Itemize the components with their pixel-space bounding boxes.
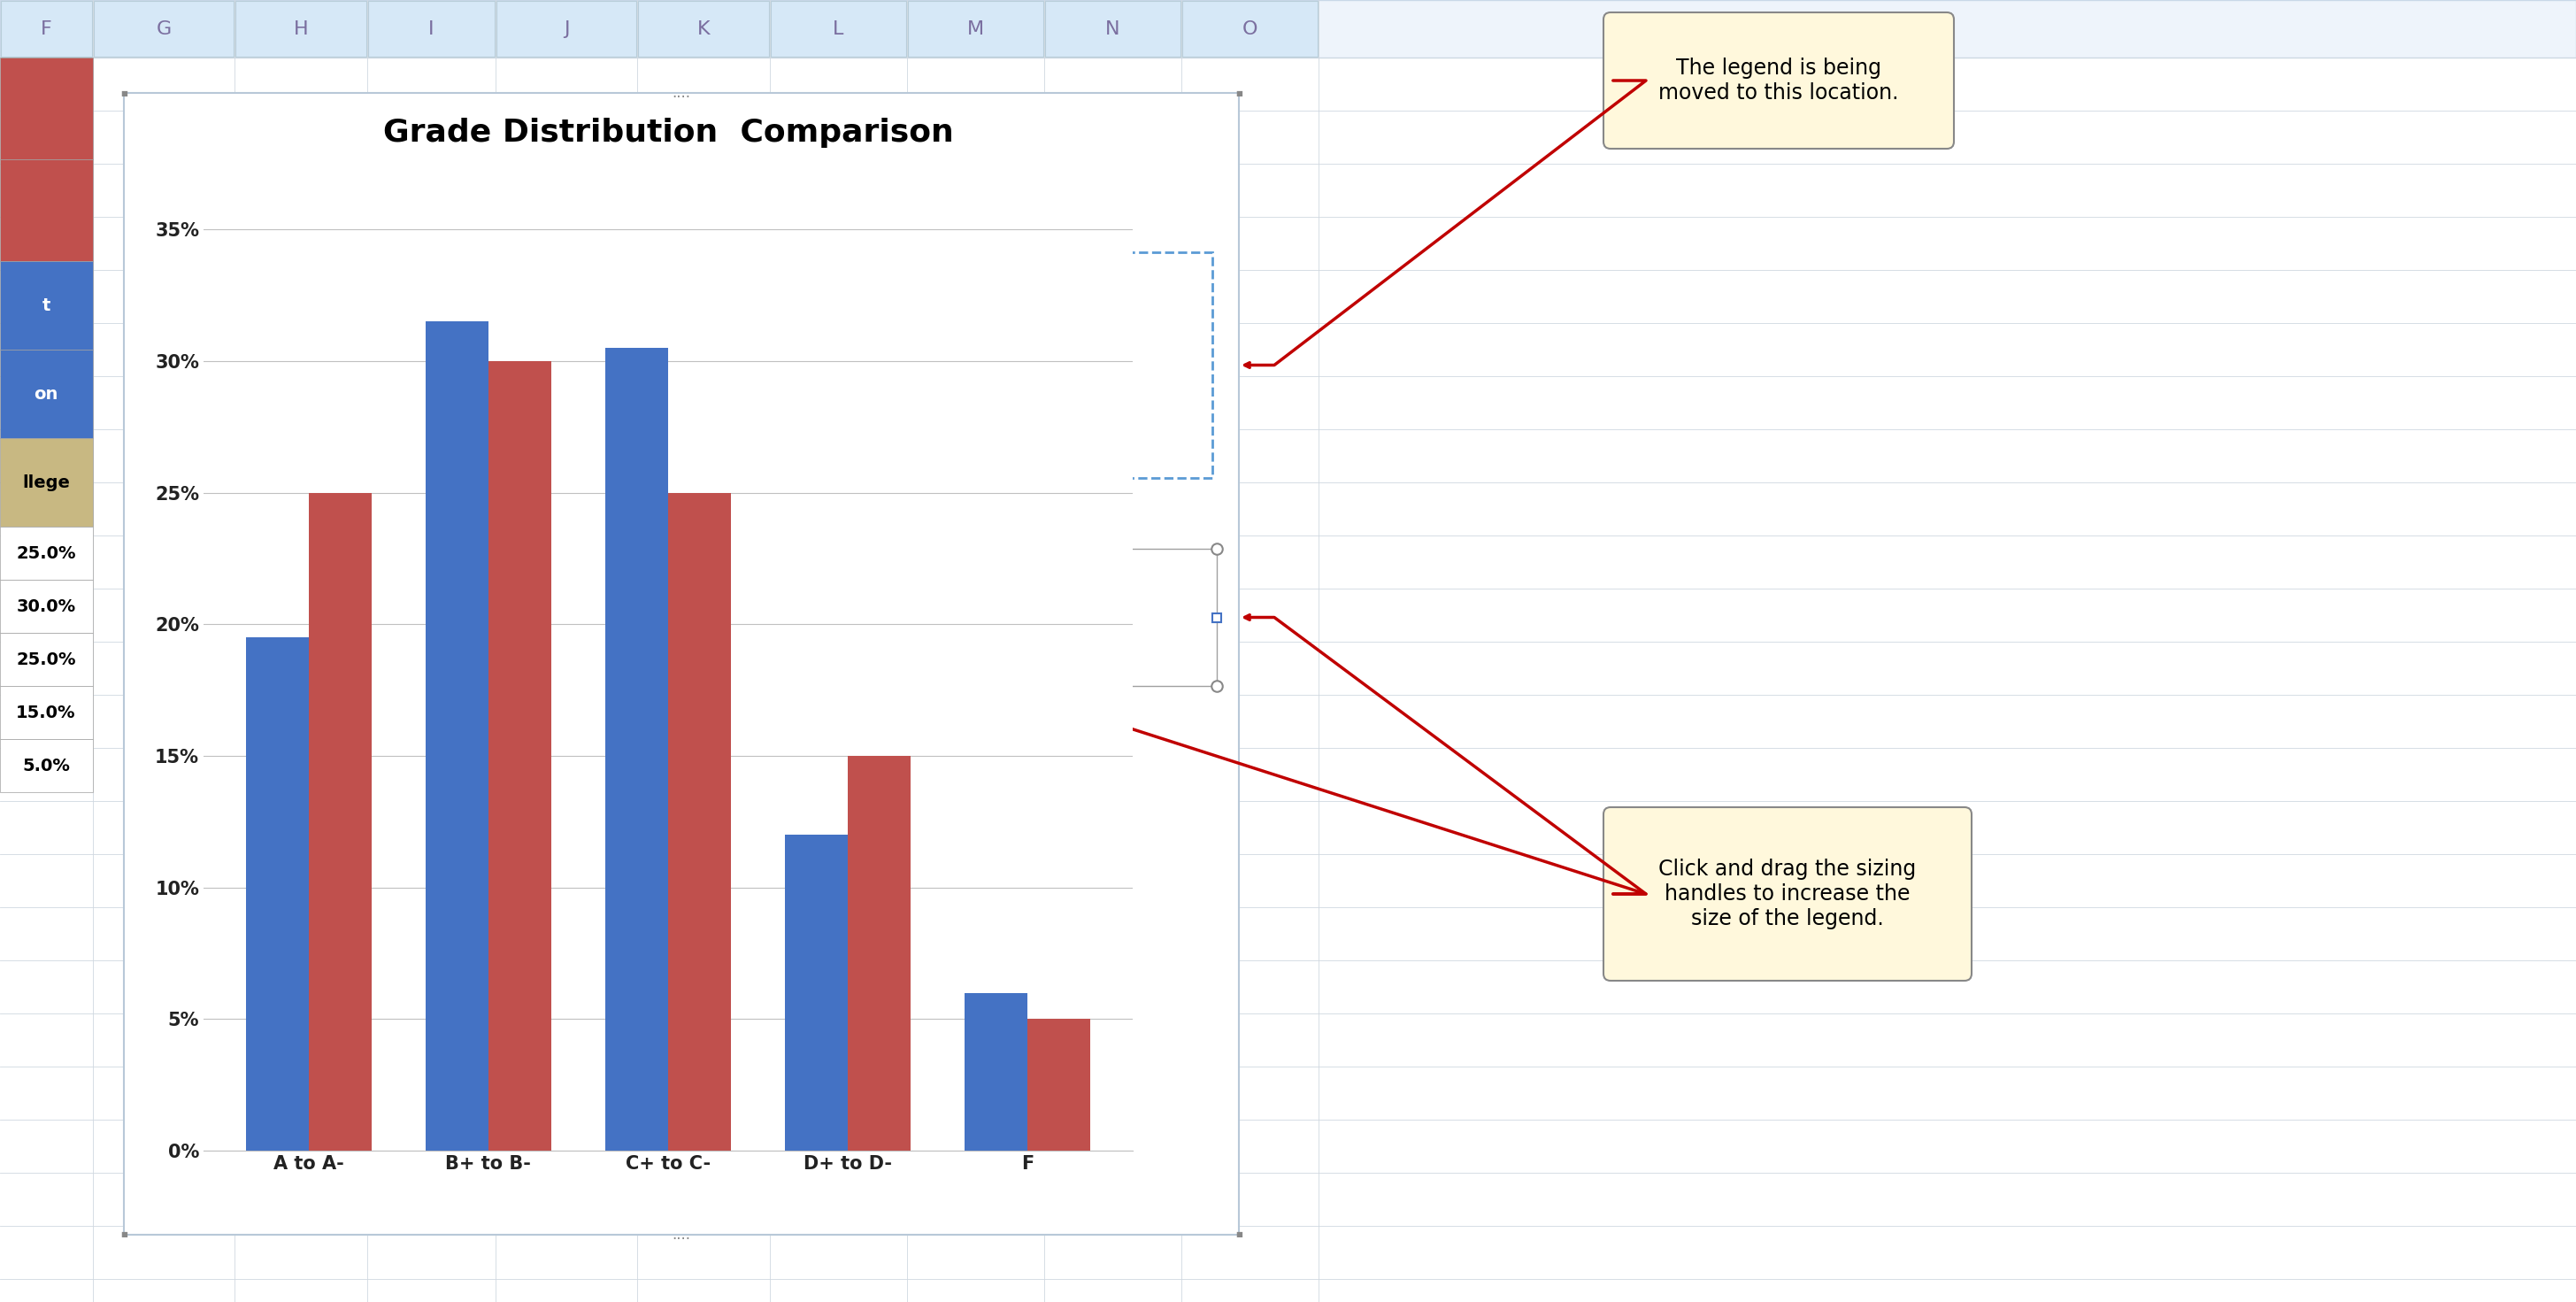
Text: 25.0%: 25.0%: [15, 651, 75, 668]
Text: L: L: [832, 20, 845, 38]
Bar: [994, 613, 1005, 622]
Bar: [605, 348, 667, 1151]
Bar: [245, 638, 309, 1151]
Bar: [0, 686, 93, 740]
Bar: [0, 579, 93, 633]
Bar: [1028, 1019, 1090, 1151]
Bar: [667, 492, 732, 1151]
Text: ✛: ✛: [1084, 350, 1110, 380]
Text: ....: ....: [672, 85, 690, 100]
Title: Grade Distribution  Comparison: Grade Distribution Comparison: [384, 117, 953, 148]
Text: ■: ■: [1236, 89, 1242, 96]
Bar: [639, 1, 770, 57]
Bar: [0, 159, 93, 262]
Text: O: O: [1242, 20, 1257, 38]
Bar: [1213, 613, 1221, 622]
Text: Class: Class: [1048, 577, 1097, 595]
Text: M: M: [966, 20, 984, 38]
FancyBboxPatch shape: [1602, 807, 1971, 980]
Bar: [0, 439, 93, 526]
Text: G: G: [157, 20, 173, 38]
Bar: [1046, 1, 1180, 57]
Bar: [234, 1, 366, 57]
Text: 30.0%: 30.0%: [15, 598, 75, 615]
Bar: [999, 548, 1216, 686]
Bar: [124, 92, 1239, 1234]
Text: 5.0%: 5.0%: [23, 758, 70, 773]
Bar: [1105, 544, 1113, 553]
Bar: [963, 992, 1028, 1151]
Text: N: N: [1105, 20, 1121, 38]
Bar: [489, 361, 551, 1151]
Bar: [425, 322, 489, 1151]
Bar: [1018, 577, 1043, 595]
FancyBboxPatch shape: [1602, 13, 1955, 148]
Text: J: J: [564, 20, 569, 38]
Text: The legend is being
moved to this location.: The legend is being moved to this locati…: [1659, 57, 1899, 103]
Text: 25.0%: 25.0%: [15, 544, 75, 561]
Bar: [786, 835, 848, 1151]
Bar: [93, 1, 234, 57]
Text: on: on: [33, 385, 59, 402]
Bar: [1018, 633, 1043, 651]
Bar: [0, 57, 93, 159]
Text: t: t: [41, 297, 49, 314]
Text: llege: llege: [23, 474, 70, 491]
Text: F: F: [41, 20, 52, 38]
Text: ■: ■: [1236, 1230, 1242, 1238]
Text: H: H: [294, 20, 309, 38]
Text: 15.0%: 15.0%: [15, 704, 75, 721]
Text: Click and drag the sizing
handles to increase the
size of the legend.: Click and drag the sizing handles to inc…: [1659, 859, 1917, 930]
Bar: [1182, 1, 1319, 57]
Bar: [907, 1, 1043, 57]
Bar: [309, 492, 371, 1151]
Bar: [848, 756, 912, 1151]
Bar: [770, 1, 907, 57]
Bar: [0, 1, 93, 57]
Bar: [368, 1, 495, 57]
Bar: [0, 262, 93, 350]
Text: K: K: [698, 20, 711, 38]
Bar: [0, 740, 93, 792]
Bar: [0, 0, 2576, 57]
Bar: [0, 633, 93, 686]
Bar: [1105, 681, 1113, 690]
Bar: [0, 526, 93, 579]
Bar: [0, 350, 93, 439]
Bar: [497, 1, 636, 57]
Text: ■: ■: [121, 89, 126, 96]
Text: ....: ....: [672, 1226, 690, 1242]
Text: I: I: [428, 20, 435, 38]
Bar: [981, 253, 1213, 478]
Text: ■: ■: [121, 1230, 126, 1238]
Text: College: College: [1048, 633, 1118, 651]
